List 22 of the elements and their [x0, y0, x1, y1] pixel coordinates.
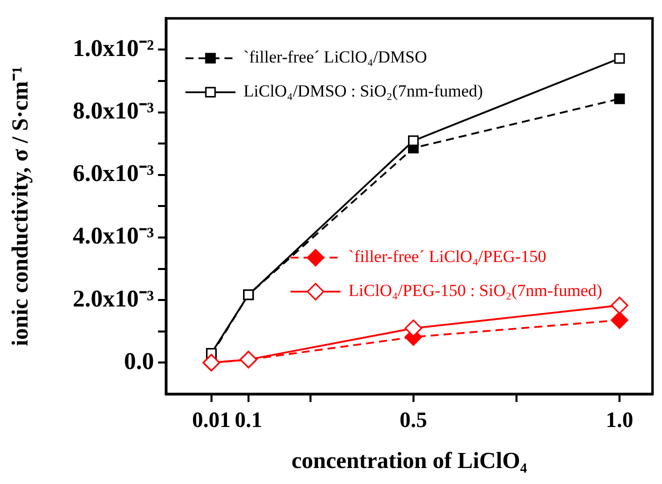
y-tick-label: 8.0x10⁻³: [72, 98, 154, 125]
legend-label: `filler-free´ LiClO₄/DMSO: [243, 48, 428, 67]
x-axis-title: concentration of LiClO₄: [291, 448, 528, 474]
point: [404, 320, 422, 338]
x-tick-label: 0.01: [192, 406, 231, 432]
y-axis-title: ionic conductivity, σ / S·cm⁻¹: [8, 66, 33, 346]
y-tick-label: 6.0x10⁻³: [72, 161, 154, 188]
x-tick-label: 1.0: [606, 406, 634, 432]
point: [610, 311, 628, 329]
point: [614, 93, 625, 104]
y-tick-label: 1.0x10⁻²: [72, 36, 154, 62]
point: [408, 135, 419, 146]
legend-label: `filler-free´ LiClO₄/PEG-150: [348, 247, 546, 266]
y-tick-label: 0.0: [124, 348, 154, 375]
point: [610, 296, 628, 314]
x-tick-label: 0.1: [234, 406, 262, 432]
legend-label: LiClO₄/DMSO : SiO₂(7nm-fumed): [243, 82, 483, 101]
y-tick-label: 2.0x10⁻³: [72, 286, 154, 312]
x-tick-label: 0.5: [400, 406, 428, 432]
legend-label: LiClO₄/PEG-150 : SiO₂(7nm-fumed): [348, 281, 602, 300]
y-tick-label: 4.0x10⁻³: [72, 224, 154, 250]
point: [614, 53, 625, 64]
